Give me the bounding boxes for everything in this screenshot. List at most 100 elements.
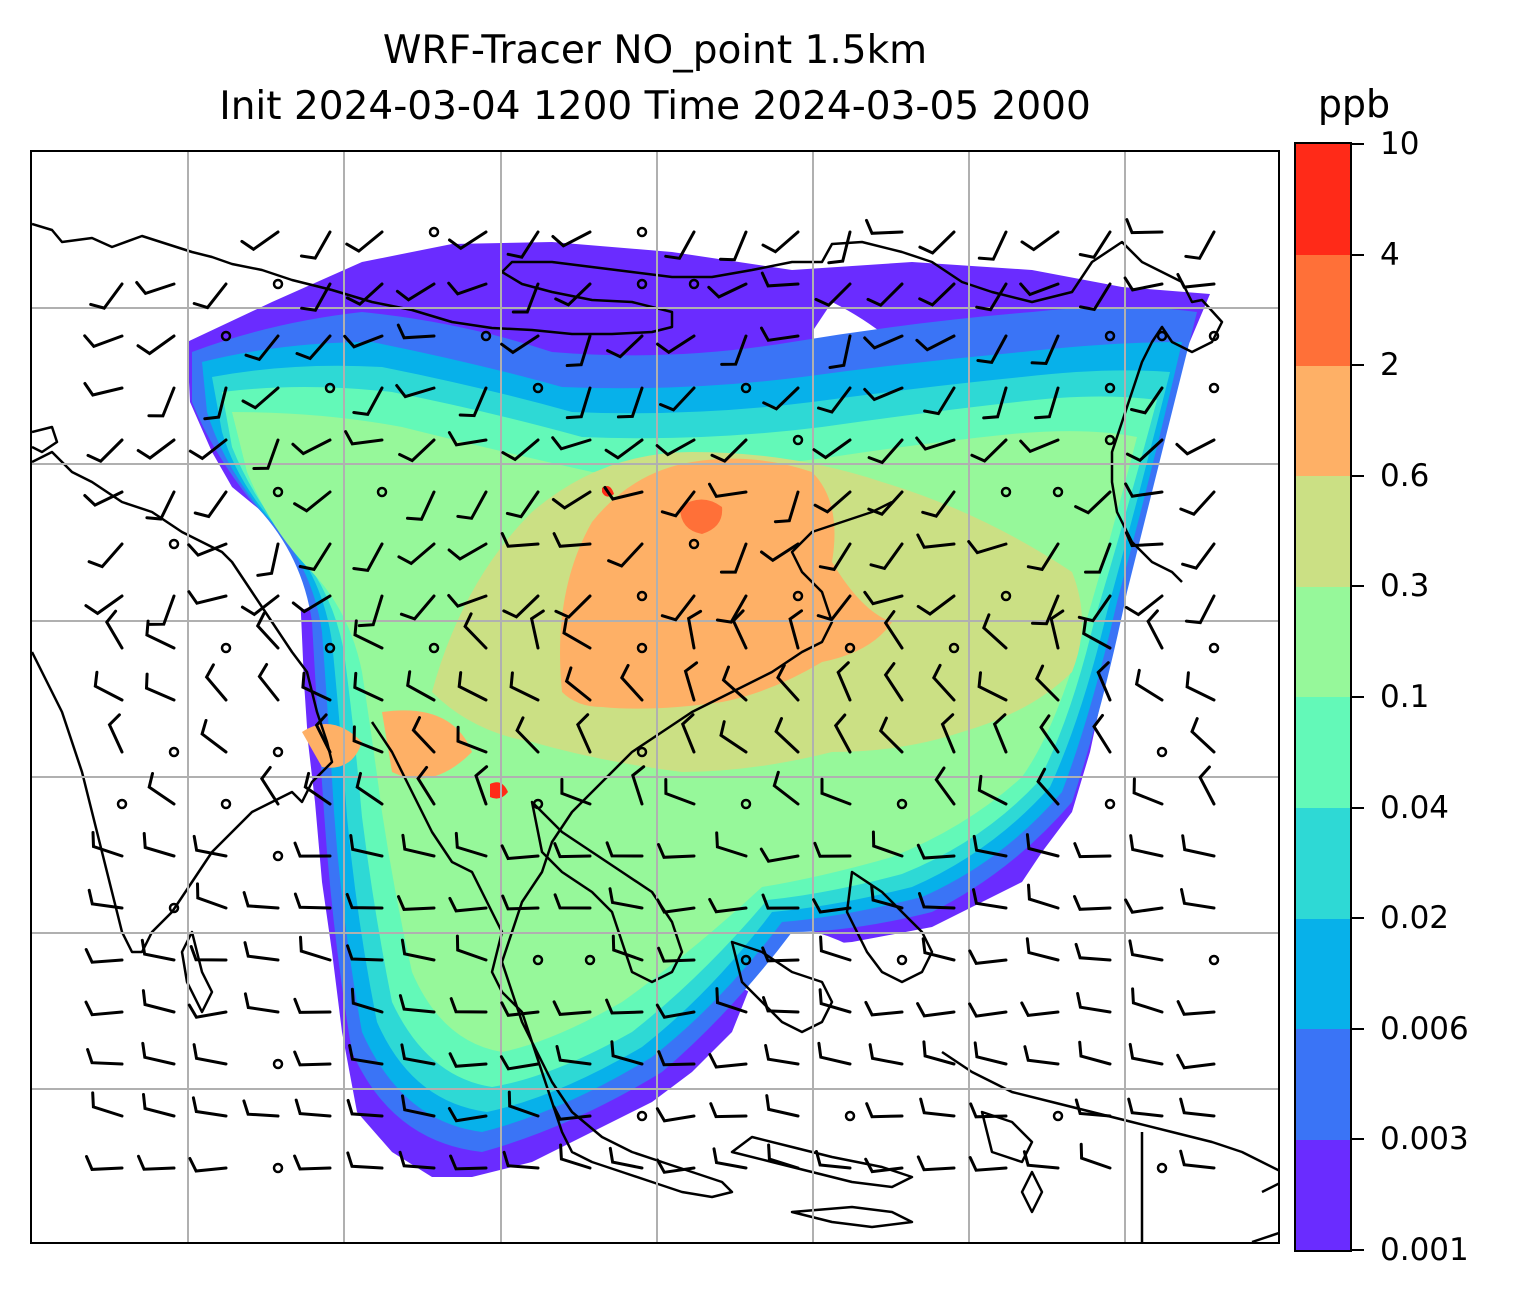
wind-barb — [918, 230, 956, 255]
wind-barb — [915, 334, 956, 352]
wind-barb — [605, 841, 644, 858]
wind-barb — [968, 949, 1008, 966]
wind-barb — [767, 1143, 800, 1170]
wind-barb — [918, 282, 956, 307]
wind-barb — [761, 230, 800, 254]
wind-barb — [241, 386, 280, 410]
graticule — [32, 152, 1278, 1242]
wind-barb — [188, 1157, 228, 1173]
wind-barb — [1184, 230, 1216, 260]
wind-barb — [135, 281, 176, 296]
colorbar-tick — [1352, 917, 1364, 920]
wind-barb — [552, 1105, 592, 1121]
wind-barb — [607, 542, 644, 568]
wind-barb — [719, 720, 748, 754]
wind-barb — [398, 438, 436, 463]
wind-barb — [708, 482, 748, 499]
wind-barb — [345, 230, 384, 253]
wind-barb — [401, 1094, 436, 1118]
wind-barb — [551, 436, 592, 451]
wind-barb — [762, 996, 800, 1014]
wind-barb — [817, 1041, 852, 1066]
wind-barb — [1092, 713, 1112, 754]
wind-barb — [89, 282, 124, 310]
wind-barb — [511, 282, 540, 314]
wind-barb — [344, 430, 384, 446]
colorbar-tick — [1352, 253, 1364, 256]
wind-barb — [923, 386, 956, 416]
wind-barb — [142, 1093, 176, 1118]
wind-barb — [1124, 898, 1164, 914]
wind-barb — [352, 386, 384, 417]
wind-barb — [709, 1102, 748, 1119]
calm-wind-circle — [1156, 1162, 1168, 1174]
wind-barb — [1030, 334, 1060, 366]
wind-barb — [293, 892, 332, 910]
wind-barb — [352, 725, 384, 754]
wind-barb — [657, 946, 696, 963]
wind-barb — [506, 230, 540, 259]
wind-barb — [1125, 218, 1164, 235]
wind-barb — [1025, 833, 1060, 858]
wind-barb — [529, 609, 545, 650]
wind-barb — [192, 834, 228, 858]
colorbar-unit-label: ppb — [1317, 82, 1391, 126]
wind-barb — [814, 282, 852, 307]
calm-wind-circle — [688, 278, 700, 290]
colorbar-tick-label: 0.003 — [1380, 1121, 1469, 1158]
calm-wind-circle — [636, 590, 648, 602]
wind-barb — [509, 671, 540, 702]
wind-barb — [720, 334, 748, 366]
calm-wind-circle — [1104, 382, 1116, 394]
wind-barb — [820, 777, 852, 806]
calm-wind-circle — [948, 642, 960, 654]
wind-barb — [686, 609, 703, 650]
wind-barb — [631, 765, 646, 806]
wind-barb — [916, 1155, 956, 1172]
wind-barb — [107, 713, 124, 754]
wind-barb — [256, 542, 280, 577]
wind-barb — [1179, 490, 1216, 516]
wind-barb — [707, 282, 748, 299]
wind-barb — [204, 663, 228, 702]
wind-barb — [454, 831, 488, 858]
wind-barb — [605, 998, 644, 1015]
wind-barb — [187, 590, 228, 605]
wind-barb — [916, 843, 956, 860]
wind-barb — [608, 1146, 644, 1170]
calm-wind-circle — [428, 642, 440, 654]
wind-barb — [1079, 282, 1112, 312]
wind-barb — [969, 1102, 1008, 1119]
wind-barb — [972, 834, 1008, 858]
colorbar-segment — [1296, 807, 1350, 919]
wind-barb — [87, 888, 124, 910]
wind-barb — [1074, 490, 1112, 515]
wind-barb — [816, 594, 852, 622]
wind-barb — [973, 1041, 1008, 1066]
colorbar-tick-label: 0.1 — [1380, 679, 1430, 715]
wind-barb — [259, 766, 280, 806]
wind-barb — [301, 671, 332, 702]
wind-barb — [863, 334, 904, 350]
wind-barb — [1019, 438, 1060, 454]
wind-barb — [815, 1150, 852, 1170]
wind-barb — [243, 992, 280, 1014]
calm-wind-circle — [324, 382, 336, 394]
wind-barb — [1039, 714, 1060, 754]
wind-barb — [916, 594, 956, 616]
calm-wind-circle — [1000, 486, 1012, 498]
wind-barb — [1128, 1042, 1164, 1066]
colorbar-segment — [1296, 144, 1350, 256]
wind-barb — [931, 663, 956, 702]
wind-barb — [719, 542, 748, 574]
wind-barb — [145, 619, 176, 650]
wind-barb — [243, 941, 280, 962]
calm-wind-circle — [532, 382, 544, 394]
wind-barb — [761, 893, 800, 910]
wind-barb — [500, 1001, 540, 1017]
colorbar-tick-label: 4 — [1380, 236, 1400, 273]
wind-barb — [977, 774, 1008, 806]
wind-barb — [977, 230, 1008, 261]
wind-barb — [1074, 942, 1112, 962]
wind-barb — [982, 386, 1008, 420]
